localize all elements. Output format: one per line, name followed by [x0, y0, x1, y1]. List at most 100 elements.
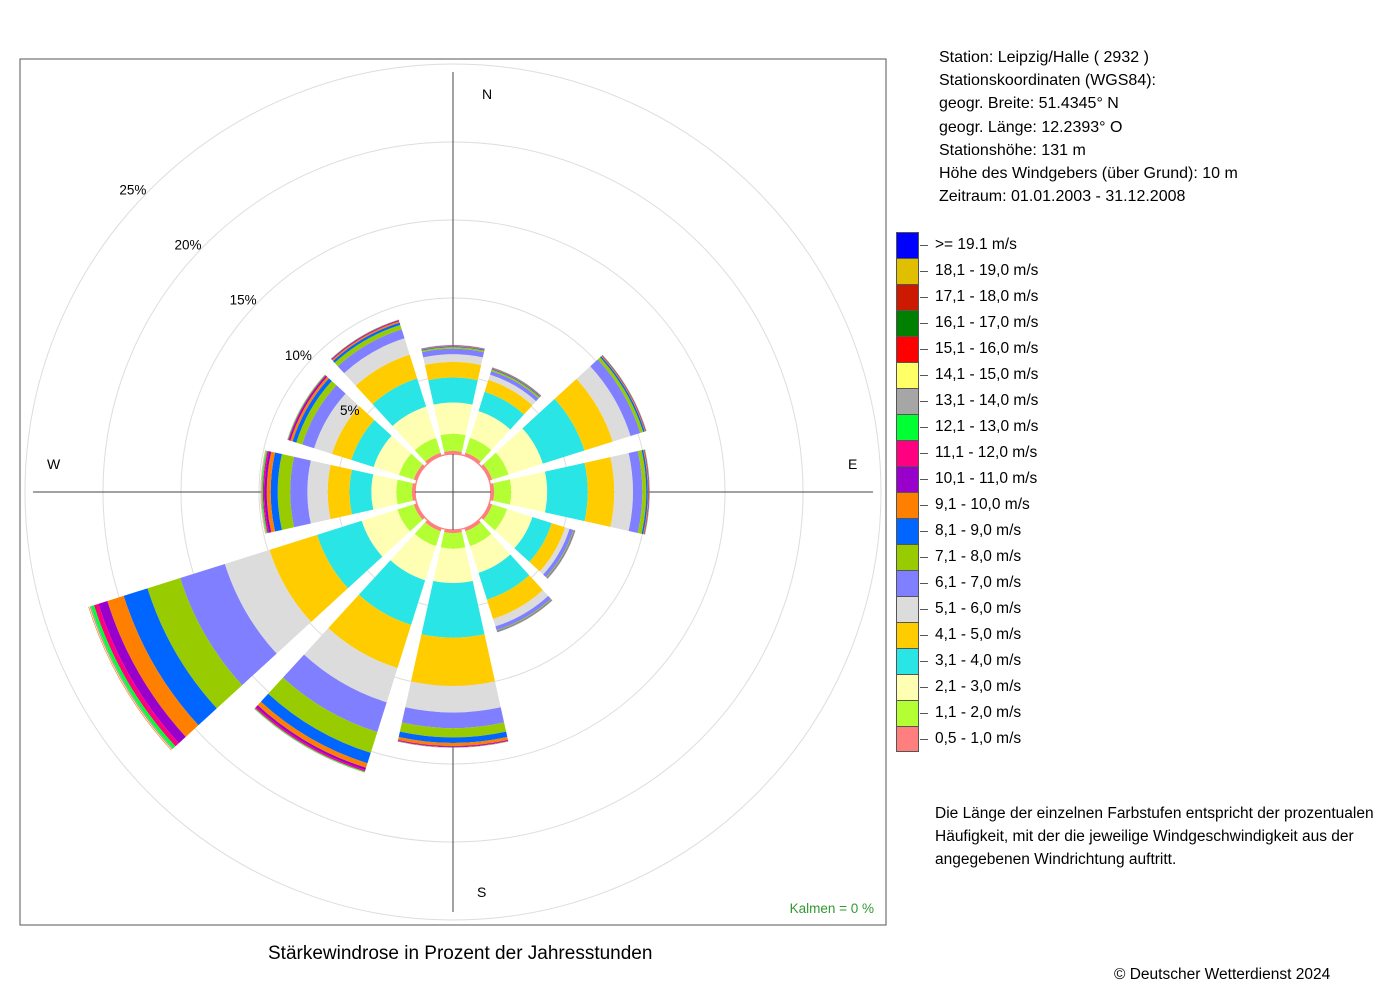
legend-item: 1,1 - 2,0 m/s — [896, 700, 1096, 726]
sector-270 — [260, 450, 416, 534]
sector-300-class-8 — [292, 378, 332, 443]
sector-180-class-6 — [401, 707, 505, 729]
legend-swatch — [896, 232, 919, 258]
legend-swatch — [896, 492, 919, 518]
sector-300-class-2 — [373, 435, 412, 475]
legend-item: 0,5 - 1,0 m/s — [896, 726, 1096, 752]
sector-300-class-4 — [331, 406, 375, 460]
sector-300-class-5 — [314, 393, 360, 454]
sector-150 — [464, 520, 553, 633]
legend-swatch — [896, 258, 919, 284]
sector-150-class-1 — [465, 522, 492, 547]
sector-300-class-7 — [296, 380, 337, 445]
sector-210-class-4 — [328, 594, 412, 669]
sector-270-class-7 — [277, 454, 295, 530]
sector-150-class-5 — [493, 590, 549, 627]
sector-180-class-12 — [397, 741, 509, 748]
calms-label: Kalmen = 0 % — [790, 901, 874, 916]
sector-180-class-10 — [397, 740, 509, 747]
sector-180-class-4 — [411, 634, 495, 686]
sector-210-class-3 — [358, 560, 426, 625]
sector-270-class-0 — [411, 483, 416, 501]
sector-270-class-12 — [261, 450, 268, 534]
sector-90-class-5 — [610, 453, 633, 531]
legend-swatch — [896, 622, 919, 648]
ring-label-5: 5% — [340, 403, 360, 418]
sector-240-class-1 — [397, 504, 423, 532]
legend-tick — [920, 297, 928, 298]
note-line-2: Häufigkeit, mit der die jeweilige Windge… — [935, 828, 1354, 845]
sector-210-class-2 — [390, 533, 436, 581]
sector-180-class-9 — [398, 736, 508, 747]
station-longitude: geogr. Länge: 12.2393° O — [939, 118, 1123, 136]
sector-0-class-3 — [428, 377, 478, 405]
sector-150-class-2 — [470, 533, 511, 573]
station-info: Station: Leipzig/Halle ( 2932 ) Stations… — [939, 46, 1238, 208]
legend-tick — [920, 635, 928, 636]
sector-210-class-9 — [257, 701, 368, 768]
sector-90-class-1 — [493, 479, 512, 505]
copyright: © Deutscher Wetterdienst 2024 — [1114, 966, 1331, 983]
legend-swatch — [896, 362, 919, 388]
legend-label: 10,1 - 11,0 m/s — [935, 470, 1038, 487]
legend-label: 12,1 - 13,0 m/s — [935, 418, 1039, 435]
legend-swatch — [896, 700, 919, 726]
legend-tick — [920, 713, 928, 714]
sector-240 — [88, 503, 425, 751]
sector-210-class-7 — [268, 677, 378, 753]
sector-270-class-14 — [260, 450, 266, 534]
sector-120-class-1 — [483, 504, 508, 531]
sector-180-class-5 — [405, 681, 501, 713]
legend-item: >= 19.1 m/s — [896, 232, 1096, 258]
legend-label: 17,1 - 18,0 m/s — [935, 288, 1039, 305]
sector-240-class-0 — [413, 503, 425, 520]
legend-swatch — [896, 414, 919, 440]
legend-item: 4,1 - 5,0 m/s — [896, 622, 1096, 648]
sector-180-class-13 — [397, 741, 509, 748]
sector-330-class-6 — [337, 329, 405, 374]
legend-item: 7,1 - 8,0 m/s — [896, 544, 1096, 570]
sector-210-class-5 — [304, 628, 398, 703]
sector-300-class-1 — [398, 453, 423, 480]
sector-30-class-0 — [464, 452, 481, 464]
sector-60-class-1 — [483, 452, 509, 480]
legend-item: 8,1 - 9,0 m/s — [896, 518, 1096, 544]
sector-30-class-2 — [470, 411, 511, 451]
sector-240-class-10 — [98, 600, 186, 744]
sector-90-class-11 — [644, 449, 650, 535]
legend-label: 13,1 - 14,0 m/s — [935, 392, 1039, 409]
station-elevation: Stationshöhe: 131 m — [939, 141, 1086, 159]
sector-0-class-11 — [421, 345, 485, 350]
legend-item: 15,1 - 16,0 m/s — [896, 336, 1096, 362]
legend-swatch — [896, 674, 919, 700]
legend-label: >= 19.1 m/s — [935, 236, 1017, 253]
sector-150-class-6 — [495, 595, 551, 631]
sector-330 — [330, 319, 442, 464]
anemometer-height: Höhe des Windgebers (über Grund): 10 m — [939, 165, 1238, 183]
legend-label: 3,1 - 4,0 m/s — [935, 652, 1022, 669]
station-coordinates-heading: Stationskoordinaten (WGS84): — [939, 72, 1156, 90]
legend-item: 14,1 - 15,0 m/s — [896, 362, 1096, 388]
legend-swatch — [896, 336, 919, 362]
legend-tick — [920, 479, 928, 480]
sector-180-class-11 — [397, 740, 509, 748]
sector-60-class-6 — [590, 359, 641, 437]
sector-90-class-3 — [544, 462, 588, 522]
sector-60-class-0 — [481, 464, 493, 481]
legend-tick — [920, 401, 928, 402]
legend-tick — [920, 505, 928, 506]
sector-0-class-10 — [421, 345, 485, 350]
sector-270-class-13 — [261, 450, 267, 534]
sector-30-class-5 — [488, 374, 537, 406]
legend-label: 9,1 - 10,0 m/s — [935, 496, 1030, 513]
sector-0-class-0 — [444, 450, 462, 455]
sector-120-class-0 — [481, 503, 493, 520]
sector-0-class-4 — [424, 361, 482, 381]
legend-tick — [920, 739, 928, 740]
legend-swatch — [896, 544, 919, 570]
sector-120-class-6 — [543, 528, 574, 578]
direction-label-s: S — [477, 884, 486, 900]
legend-item: 13,1 - 14,0 m/s — [896, 388, 1096, 414]
sector-30-class-7 — [491, 369, 540, 399]
